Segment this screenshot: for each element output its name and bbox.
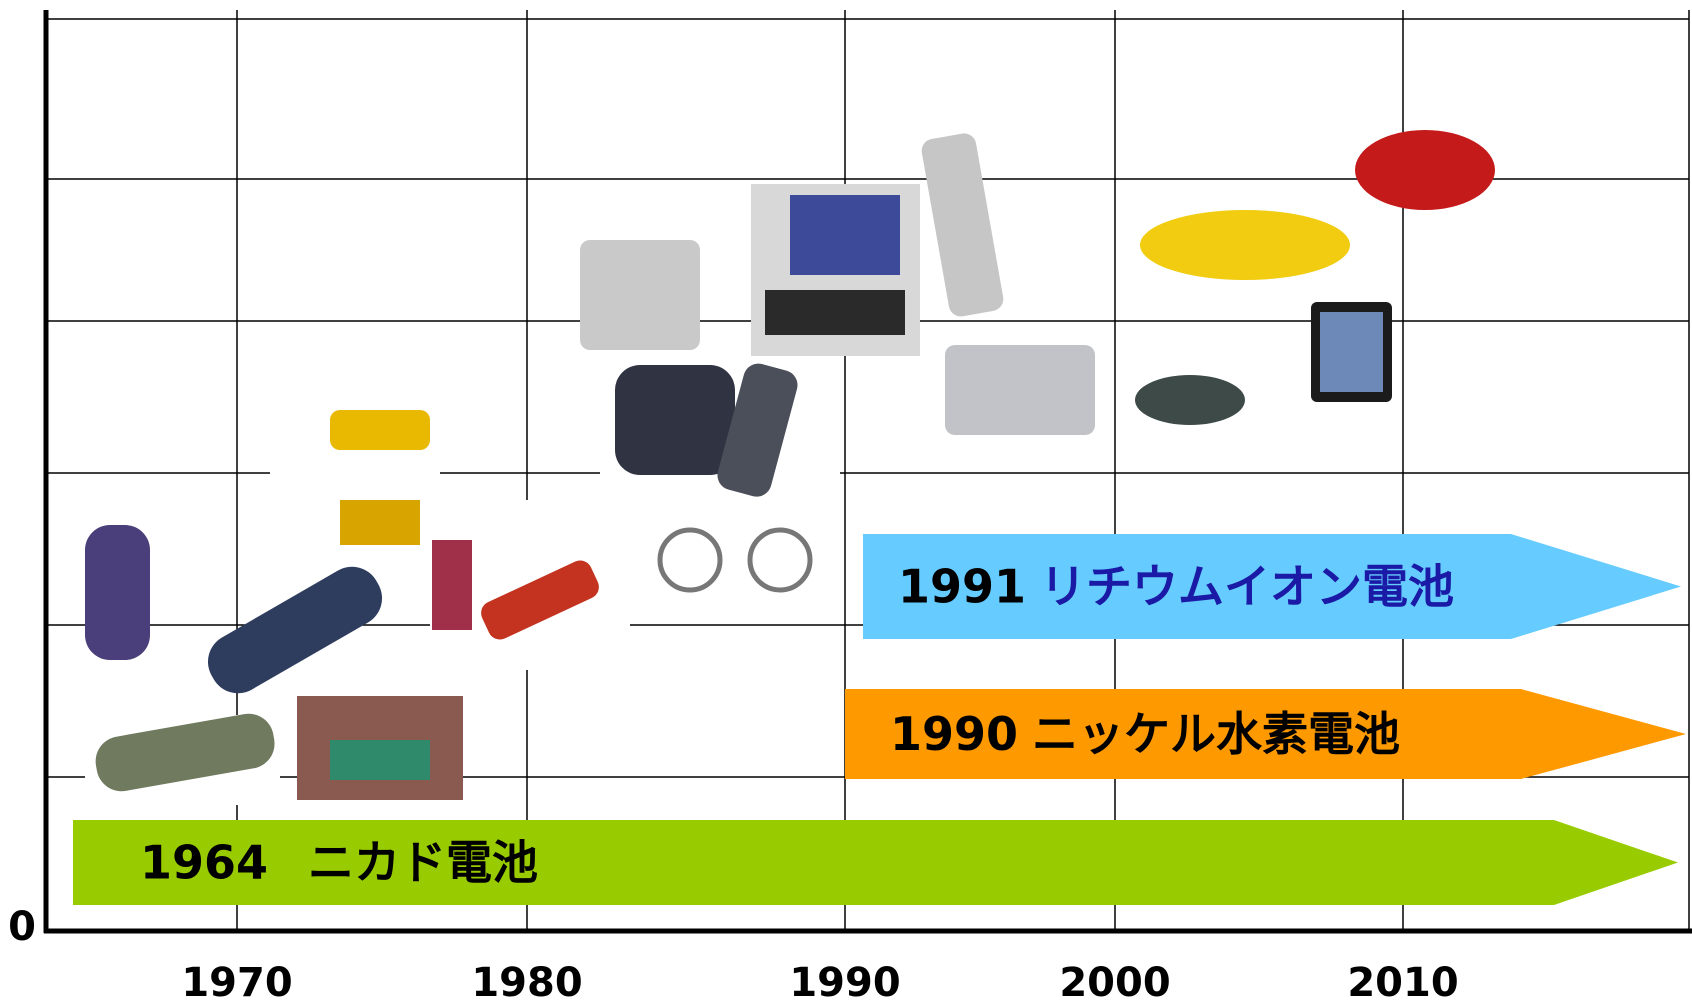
axis-labels: 0 1970 1980 1990 2000 2010 — [8, 904, 1459, 1004]
tablet-screen — [1320, 312, 1383, 392]
desk-phone — [615, 365, 735, 475]
x-tick-label: 1980 — [471, 960, 582, 1004]
flip-phone — [921, 133, 1004, 317]
bicycle-wheel — [747, 527, 813, 593]
radio — [432, 540, 472, 630]
arrow-year: 1991 — [898, 560, 1026, 614]
robot-dog — [1135, 375, 1245, 425]
x-tick-label: 2000 — [1059, 960, 1170, 1004]
camera — [945, 345, 1095, 435]
arrow-battery-name: リチウムイオン電池 — [1040, 560, 1454, 614]
exit-sign-panel — [330, 740, 430, 780]
drill — [330, 410, 430, 450]
laptop-keyboard — [765, 290, 905, 335]
arrow — [73, 820, 1678, 905]
arrow-year: 1964 — [140, 836, 268, 890]
arrow-battery-name: ニカド電池 — [308, 836, 538, 890]
car — [1140, 210, 1350, 280]
arrow — [863, 534, 1681, 639]
arrow-label: 1991 リチウムイオン電池 — [898, 560, 1454, 614]
arrow — [845, 689, 1686, 779]
flashlight — [95, 713, 275, 792]
race-car — [481, 560, 599, 640]
arrow-label: 1990 ニッケル水素電池 — [890, 707, 1400, 761]
drill-battery — [340, 500, 420, 545]
arrow-year: 1990 — [890, 707, 1018, 761]
arrow-label: 1964 ニカド電池 — [140, 836, 538, 890]
shaver — [85, 525, 150, 660]
product-images — [85, 130, 1495, 805]
arrow-battery-name: ニッケル水素電池 — [1032, 707, 1400, 761]
x-tick-label: 1970 — [181, 960, 292, 1004]
camcorder — [580, 240, 700, 350]
vacuum — [207, 566, 383, 694]
bicycle-wheel — [657, 527, 723, 593]
battery-arrows: 1964 ニカド電池 1990 ニッケル水素電池 1991 リチウムイオン電池 — [73, 534, 1686, 905]
origin-label: 0 — [8, 904, 36, 950]
x-tick-label: 1990 — [789, 960, 900, 1004]
x-tick-label: 2010 — [1347, 960, 1458, 1004]
scooter — [1355, 130, 1495, 210]
mobile-phone — [717, 363, 798, 497]
laptop-screen — [790, 195, 900, 275]
